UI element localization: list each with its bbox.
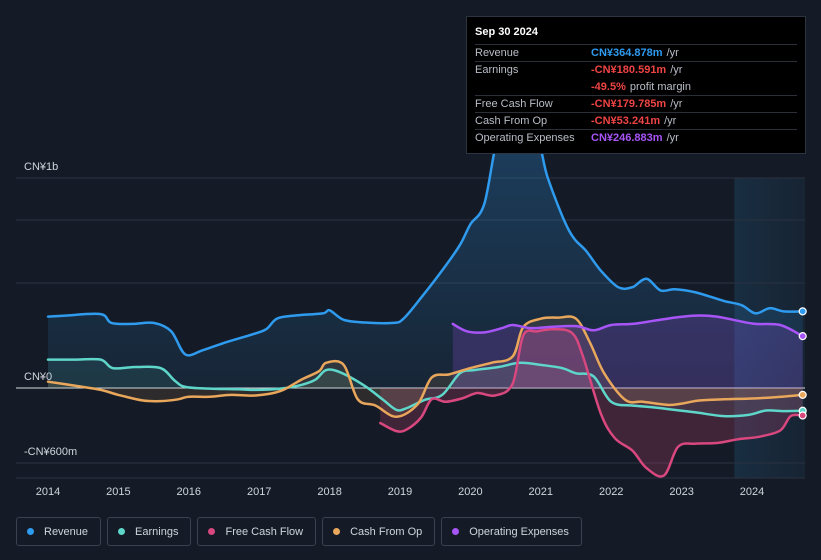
x-tick-label: 2017 [247, 486, 271, 498]
tooltip-value: -49.5% [591, 80, 626, 93]
tooltip-label: Earnings [475, 64, 519, 76]
tooltip-row-earnings: Earnings -CN¥180.591m /yr [475, 61, 797, 78]
legend-dot-icon [208, 528, 216, 535]
tooltip-value: -CN¥180.591m [591, 64, 667, 76]
earnings-line [46, 357, 804, 418]
tooltip-row-revenue: Revenue CN¥364.878m /yr [475, 44, 797, 61]
tooltip-unit: /yr [666, 132, 679, 144]
x-tick-label: 2016 [177, 486, 201, 498]
tooltip-unit: /yr [664, 115, 677, 127]
legend-item-operating-expenses[interactable]: Operating Expenses [441, 517, 582, 546]
legend-item-free-cash-flow[interactable]: Free Cash Flow [197, 517, 317, 546]
legend-label: Cash From Op [350, 525, 423, 538]
legend-dot-icon [452, 528, 460, 535]
tooltip-row-operating-expenses: Operating Expenses CN¥246.883m /yr [475, 129, 797, 146]
legend-label: Revenue [44, 525, 89, 538]
free-cash-flow-area [380, 329, 803, 477]
tooltip-unit: /yr [666, 47, 679, 59]
tooltip-value: CN¥364.878m [591, 47, 663, 59]
x-tick-label: 2022 [599, 486, 623, 498]
tooltip-unit: /yr [670, 98, 683, 110]
operating-expenses-area [452, 315, 803, 388]
x-tick-label: 2023 [669, 486, 693, 498]
y-tick-label: -CN¥600m [24, 446, 77, 458]
x-tick-label: 2014 [36, 486, 60, 498]
legend-item-cash-from-op[interactable]: Cash From Op [322, 517, 436, 546]
legend-dot-icon [27, 528, 34, 535]
y-tick-label: CN¥1b [24, 161, 58, 173]
tooltip-label: Cash From Op [475, 115, 548, 127]
operating-expenses-end-marker[interactable] [798, 332, 807, 341]
cash-from-op-line [46, 315, 804, 419]
tooltip-unit: profit margin [629, 80, 691, 93]
free-cash-flow-line [379, 327, 804, 478]
tooltip-unit: /yr [670, 64, 683, 76]
x-tick-label: 2019 [388, 486, 412, 498]
tooltip-date: Sep 30 2024 [475, 26, 538, 38]
legend-item-revenue[interactable]: Revenue [16, 517, 102, 546]
legend-item-earnings[interactable]: Earnings [107, 517, 192, 546]
x-tick-label: 2015 [106, 486, 130, 498]
tooltip-value: -CN¥53.241m [591, 115, 661, 127]
tooltip-row-profit-margin: -49.5% profit margin [475, 78, 797, 95]
tooltip-panel: Sep 30 2024 Revenue CN¥364.878m /yr Earn… [466, 16, 806, 154]
cash-from-op-area [48, 316, 803, 417]
operating-expenses-line [451, 314, 804, 338]
legend-label: Earnings [135, 525, 179, 538]
legend: Revenue Earnings Free Cash Flow Cash Fro… [16, 517, 582, 546]
tooltip-label: Free Cash Flow [475, 98, 553, 110]
legend-label: Free Cash Flow [225, 525, 304, 538]
tooltip-value: -CN¥179.785m [591, 98, 667, 110]
revenue-area [48, 123, 803, 388]
legend-dot-icon [333, 528, 341, 535]
earnings-area [48, 359, 803, 417]
x-tick-label: 2024 [740, 486, 764, 498]
x-tick-label: 2018 [317, 486, 341, 498]
revenue-line [46, 122, 804, 357]
legend-dot-icon [118, 528, 126, 535]
tooltip-row-cash-from-op: Cash From Op -CN¥53.241m /yr [475, 112, 797, 129]
tooltip-value: CN¥246.883m [591, 132, 663, 144]
y-tick-label: CN¥0 [24, 371, 52, 383]
revenue-end-marker[interactable] [798, 307, 807, 316]
x-tick-label: 2020 [458, 486, 482, 498]
legend-label: Operating Expenses [469, 525, 569, 538]
free-cash-flow-end-marker[interactable] [798, 411, 807, 420]
tooltip-label: Operating Expenses [475, 132, 575, 144]
x-tick-label: 2021 [529, 486, 553, 498]
tooltip-label: Revenue [475, 47, 520, 59]
tooltip-row-free-cash-flow: Free Cash Flow -CN¥179.785m /yr [475, 95, 797, 112]
cash-from-op-end-marker[interactable] [798, 390, 807, 399]
